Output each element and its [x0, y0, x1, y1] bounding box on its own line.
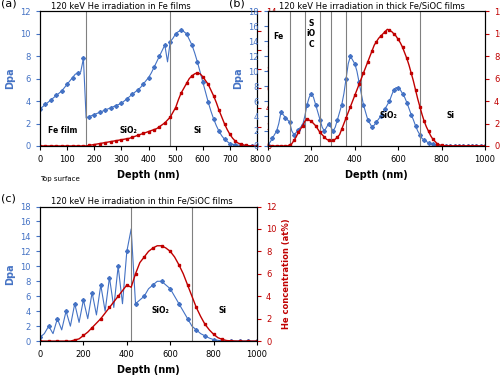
Y-axis label: Dpa: Dpa: [232, 68, 242, 89]
Text: SiO₂: SiO₂: [119, 126, 137, 135]
Text: S
iO
C: S iO C: [307, 19, 316, 49]
X-axis label: Depth (nm): Depth (nm): [345, 169, 408, 180]
Y-axis label: Dpa: Dpa: [5, 263, 15, 285]
Text: 120 keV He irradiation in Fe films: 120 keV He irradiation in Fe films: [51, 2, 190, 11]
Y-axis label: Dpa: Dpa: [5, 68, 15, 89]
X-axis label: Depth (nm): Depth (nm): [117, 169, 180, 180]
Text: (b): (b): [229, 0, 244, 9]
Text: Si: Si: [446, 111, 454, 120]
Y-axis label: He concentration (at%): He concentration (at%): [282, 219, 291, 329]
Text: Fe film: Fe film: [48, 126, 78, 135]
Text: Si: Si: [218, 306, 226, 315]
Text: 120 keV He irradiation in thick Fe/SiOC films: 120 keV He irradiation in thick Fe/SiOC …: [279, 2, 464, 11]
Text: SiO₂: SiO₂: [380, 111, 398, 120]
Text: SiO₂: SiO₂: [152, 306, 170, 315]
Text: Fe: Fe: [274, 32, 284, 41]
X-axis label: Depth (nm): Depth (nm): [117, 365, 180, 375]
Y-axis label: He concentration (at%): He concentration (at%): [282, 23, 291, 134]
Text: Si: Si: [194, 126, 202, 135]
Text: (c): (c): [1, 194, 16, 204]
Text: 120 keV He irradiation in thin Fe/SiOC films: 120 keV He irradiation in thin Fe/SiOC f…: [51, 197, 233, 206]
Text: Top surface: Top surface: [40, 175, 80, 182]
Text: (a): (a): [1, 0, 16, 9]
